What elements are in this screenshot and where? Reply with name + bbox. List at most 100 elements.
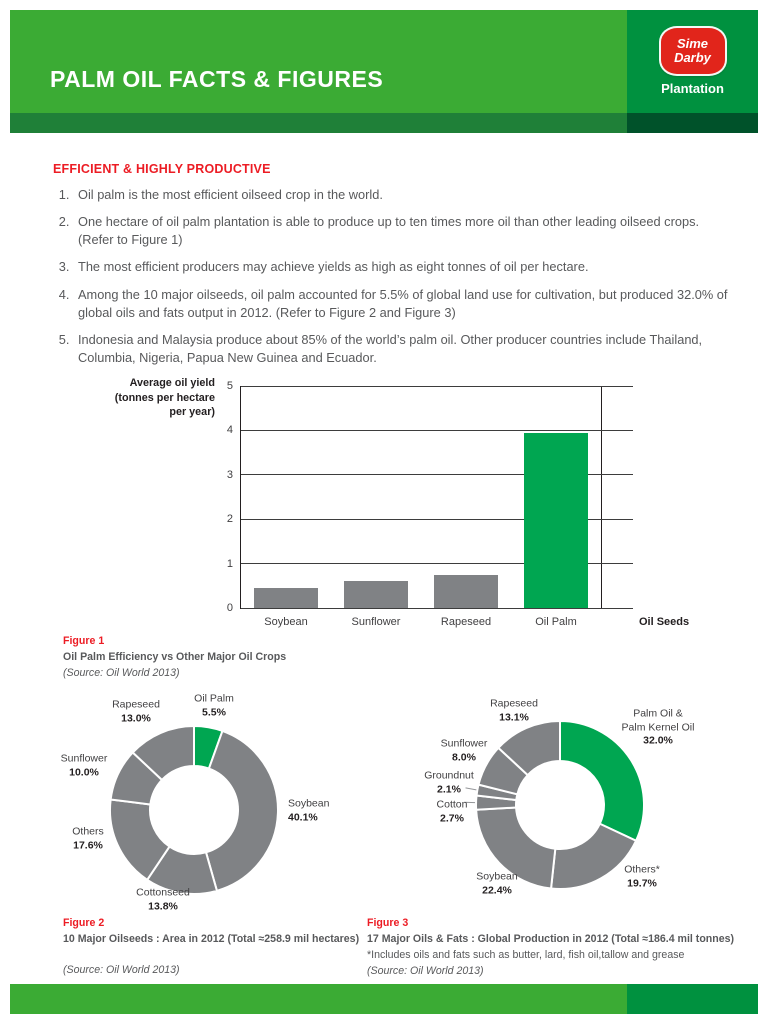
bar-sunflower xyxy=(344,581,408,608)
donut2-label-rapeseed: Rapeseed 13.0% xyxy=(112,698,160,725)
brand-division-label: Plantation xyxy=(661,80,724,96)
donut3-label-others: Others* 19.7% xyxy=(624,863,660,890)
y-tick-label: 5 xyxy=(226,380,233,392)
donut2-label-cottonseed: Cottonseed 13.8% xyxy=(136,886,190,913)
x-category-label: Soybean xyxy=(264,616,308,628)
x-category-label: Rapeseed xyxy=(440,616,492,628)
figure2-label: Figure 2 xyxy=(63,917,105,929)
y-tick-label: 3 xyxy=(226,468,233,481)
page-header: PALM OIL FACTS & FIGURES xyxy=(10,10,627,113)
donut-slice-rapeseed xyxy=(131,725,195,781)
slice-label-line1: Palm Oil & xyxy=(633,707,683,720)
bar-oil-palm xyxy=(524,432,588,608)
slice-percent: 40.1% xyxy=(288,811,318,823)
bar-soybean xyxy=(254,588,318,608)
fact-item-2: One hectare of oil palm plantation is ab… xyxy=(73,213,735,249)
figure3-source: (Source: Oil World 2013) xyxy=(367,964,484,977)
y-axis-title-line3: per year) xyxy=(169,406,215,419)
y-tick-label: 4 xyxy=(226,424,233,437)
slice-percent: 2.1% xyxy=(437,783,461,795)
figure1-title: Oil Palm Efficiency vs Other Major Oil C… xyxy=(63,650,287,663)
fact-item-4: Among the 10 major oilseeds, oil palm ac… xyxy=(73,286,735,322)
donut2-label-others: Others 17.6% xyxy=(72,825,104,852)
donut3-label-sunflower: Sunflower 8.0% xyxy=(441,737,488,764)
donut3-label-groundnut: Groundnut 2.1% xyxy=(424,769,474,796)
slice-percent: 5.5% xyxy=(202,706,226,718)
gridline xyxy=(241,563,633,565)
donut-slice-rapeseed xyxy=(497,720,561,777)
figure3-caption: Figure 3 17 Major Oils & Fats : Global P… xyxy=(367,916,734,980)
slice-label: Oil Palm xyxy=(194,692,234,705)
y-tick-label: 2 xyxy=(226,513,233,526)
gridline xyxy=(241,607,633,609)
section-heading: EFFICIENT & HIGHLY PRODUCTIVE xyxy=(53,162,271,176)
figure1-caption: Figure 1 Oil Palm Efficiency vs Other Ma… xyxy=(63,634,286,682)
fact-item-3: The most efficient producers may achieve… xyxy=(73,258,735,276)
figure3-title: 17 Major Oils & Fats : Global Production… xyxy=(367,932,735,945)
donut3-label-cotton: Cotton 2.7% xyxy=(437,798,468,825)
footer-band xyxy=(10,984,627,1014)
slice-label: Others xyxy=(72,825,104,838)
slice-label: Rapeseed xyxy=(490,697,538,710)
gridline xyxy=(241,474,633,476)
header-strip-right xyxy=(627,113,758,133)
slice-percent: 19.7% xyxy=(627,877,657,889)
slice-label: Sunflower xyxy=(60,752,108,765)
bar-chart-right-axis xyxy=(601,386,602,608)
y-axis-title-line1: Average oil yield xyxy=(129,377,215,389)
logo-text-line2: Darby xyxy=(674,49,711,65)
page-title: PALM OIL FACTS & FIGURES xyxy=(50,66,384,92)
slice-percent: 13.1% xyxy=(499,711,529,723)
donut-slice-soybean xyxy=(205,729,279,892)
y-axis-title-line2: (tonnes per hectare xyxy=(114,391,215,404)
figure1-label: Figure 1 xyxy=(63,635,105,647)
donut3-label-palm-oil: Palm Oil & Palm Kernel Oil 32.0% xyxy=(622,708,695,749)
donut2-label-soybean: Soybean 40.1% xyxy=(288,797,329,824)
donut-chart-oilseeds-area xyxy=(109,725,279,895)
donut3-label-soybean: Soybean 22.4% xyxy=(476,870,517,897)
slice-percent: 22.4% xyxy=(482,884,512,896)
brand-block: Sime Darby Plantation xyxy=(627,10,758,113)
gridline xyxy=(241,385,633,387)
figure3-note: *Includes oils and fats such as butter, … xyxy=(367,948,685,961)
slice-label: Cotton xyxy=(436,798,468,811)
fact-item-1: Oil palm is the most efficient oilseed c… xyxy=(73,186,735,204)
slice-percent: 10.0% xyxy=(69,766,99,778)
figure3-label: Figure 3 xyxy=(367,917,409,929)
donut-chart-oils-fats-production xyxy=(464,720,646,890)
slice-label: Sunflower xyxy=(440,737,488,750)
donut2-label-sunflower: Sunflower 10.0% xyxy=(61,752,108,779)
footer-band-right xyxy=(627,984,758,1014)
figure2-title: 10 Major Oilseeds : Area in 2012 (Total … xyxy=(63,932,360,945)
slice-percent: 13.8% xyxy=(148,900,178,912)
x-category-label: Oil Palm xyxy=(535,616,577,628)
slice-leader-line xyxy=(465,787,477,791)
x-category-label: Sunflower xyxy=(351,616,401,628)
slice-label: Soybean xyxy=(476,870,518,883)
figure1-source: (Source: Oil World 2013) xyxy=(63,666,180,679)
header-strip xyxy=(10,113,627,133)
donut-slice-palm-oil-palm-kernel-oil xyxy=(559,720,646,842)
logo-text-line1: Sime xyxy=(676,35,709,51)
y-tick-label: 1 xyxy=(226,557,233,570)
bar-rapeseed xyxy=(434,574,498,608)
gridline xyxy=(241,429,633,431)
slice-percent: 17.6% xyxy=(73,839,103,851)
gridline xyxy=(241,518,633,520)
slice-label: Cottonseed xyxy=(136,886,190,899)
bar-chart-x-axis-title: Oil Seeds xyxy=(639,616,690,628)
bar-chart-y-axis-title: Average oil yield (tonnes per hectare pe… xyxy=(80,376,215,420)
facts-list: Oil palm is the most efficient oilseed c… xyxy=(53,186,735,376)
slice-percent: 13.0% xyxy=(121,712,151,724)
donut3-label-rapeseed: Rapeseed 13.1% xyxy=(490,697,538,724)
slice-percent: 32.0% xyxy=(643,734,673,747)
slice-label: Others* xyxy=(624,863,660,876)
sime-darby-logo: Sime Darby xyxy=(660,27,725,74)
slice-percent: 2.7% xyxy=(440,812,464,824)
slice-label: Soybean xyxy=(288,797,330,810)
slice-label: Rapeseed xyxy=(112,698,160,711)
slice-percent: 8.0% xyxy=(452,751,476,763)
y-tick-label: 0 xyxy=(226,602,233,614)
donut2-label-oil-palm: Oil Palm 5.5% xyxy=(194,692,234,719)
